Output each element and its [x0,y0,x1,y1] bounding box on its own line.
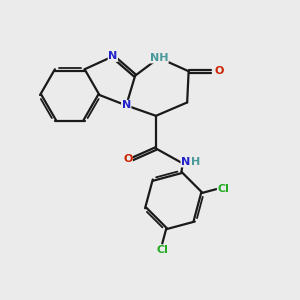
Text: O: O [214,66,224,76]
Text: NH: NH [150,53,168,63]
Text: N: N [181,157,190,167]
Text: H: H [190,157,200,167]
Text: N: N [108,51,118,62]
Text: O: O [123,154,132,164]
Text: Cl: Cl [218,184,229,194]
Text: N: N [122,100,131,110]
Text: Cl: Cl [156,245,168,255]
